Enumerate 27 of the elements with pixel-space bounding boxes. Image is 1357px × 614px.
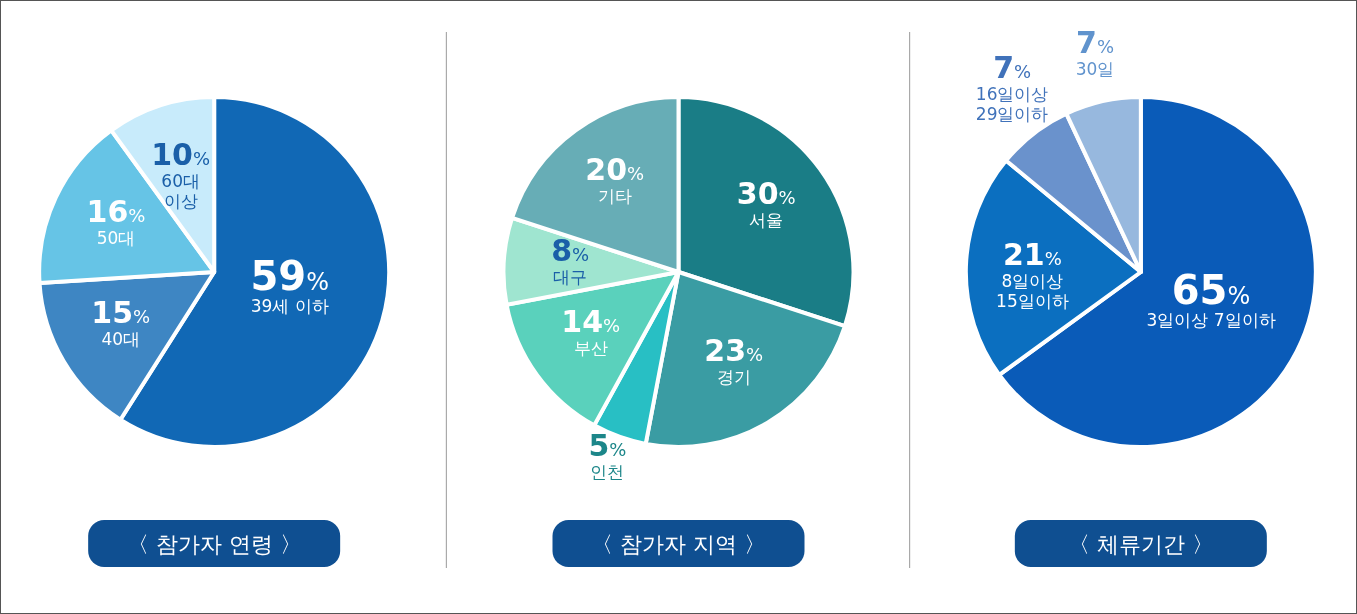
slice-label: 50대 (96, 227, 136, 248)
data-label: 23% (704, 333, 764, 369)
data-label: 5% (588, 427, 627, 463)
data-label: 21% (1002, 236, 1062, 272)
data-label: 14% (561, 303, 621, 339)
data-label: 16% (86, 193, 146, 229)
text: 〈 참가자 지역 〉 (591, 532, 766, 557)
text: 〈 체류기간 〉 (1067, 532, 1214, 557)
slice-label: 16일이상 29일이하 (975, 84, 1049, 125)
data-label: 7% (1076, 25, 1115, 61)
slice-label: 40대 (101, 329, 141, 350)
slice-label: 인천 (590, 461, 625, 482)
slice-label: 8일이상 15일이하 (996, 270, 1069, 311)
slice-label: 서울 (749, 210, 784, 231)
slice-label: 부산 (573, 337, 608, 358)
slice-label: 60대 이상 (161, 170, 200, 211)
slice-label: 경기 (716, 367, 751, 388)
data-label: 15% (91, 295, 151, 331)
data-label: 10% (151, 136, 211, 172)
data-label: 8% (551, 233, 590, 269)
data-label: 20% (585, 152, 645, 188)
slice-label: 대구 (553, 267, 588, 288)
slice-label: 30일 (1075, 59, 1115, 80)
text: 〈 참가자 연령 〉 (126, 532, 302, 557)
slice-label: 기타 (597, 186, 632, 207)
data-label: 7% (993, 50, 1032, 86)
data-label: 30% (736, 176, 796, 212)
